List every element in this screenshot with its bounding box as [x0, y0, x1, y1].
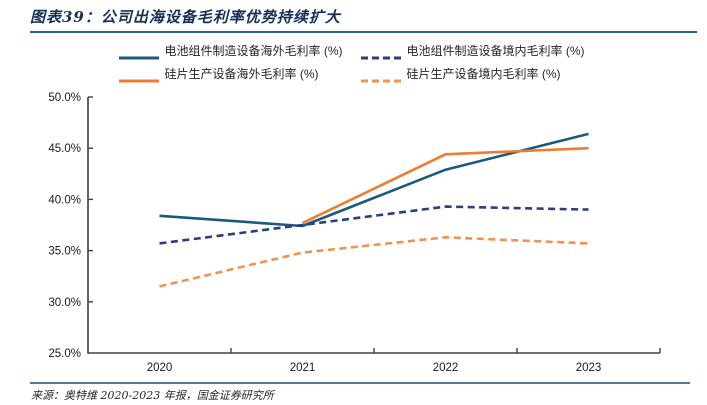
- legend-label: 电池组件制造设备海外毛利率 (%): [164, 44, 343, 58]
- chart-legend: 电池组件制造设备海外毛利率 (%) 电池组件制造设备境内毛利率 (%) 硅片生产…: [0, 42, 707, 82]
- legend-item-battery-domestic: 电池组件制造设备境内毛利率 (%): [360, 42, 589, 59]
- line-swatch-solid-orange-icon: [118, 72, 159, 82]
- svg-text:50.0%: 50.0%: [48, 92, 81, 104]
- legend-label: 硅片生产设备境内毛利率 (%): [406, 67, 561, 81]
- legend-item-wafer-domestic: 硅片生产设备境内毛利率 (%): [360, 65, 589, 82]
- line-swatch-solid-blue-icon: [118, 49, 159, 59]
- svg-text:30.0%: 30.0%: [48, 297, 81, 309]
- line-swatch-dashed-orange-icon: [360, 72, 401, 82]
- figure-title: 图表39：公司出海设备毛利率优势持续扩大: [30, 8, 341, 26]
- title-underline: [30, 31, 697, 33]
- source-note: 来源：奥特维 2020-2023 年报，国金证券研究所: [31, 389, 274, 402]
- footer-divider: [30, 382, 690, 384]
- svg-text:45.0%: 45.0%: [48, 143, 81, 155]
- line-chart: 25.0% 30.0% 35.0% 40.0% 45.0% 50.0% 2020 2021 20…: [48, 92, 661, 374]
- line-swatch-dashed-navy-icon: [360, 49, 401, 59]
- legend-label: 电池组件制造设备境内毛利率 (%): [406, 44, 585, 58]
- svg-text:2023: 2023: [576, 362, 602, 374]
- svg-text:40.0%: 40.0%: [48, 194, 81, 206]
- legend-item-wafer-overseas: 硅片生产设备海外毛利率 (%): [118, 65, 347, 82]
- svg-text:25.0%: 25.0%: [48, 348, 81, 360]
- legend-label: 硅片生产设备海外毛利率 (%): [164, 67, 319, 81]
- svg-text:2021: 2021: [290, 362, 316, 374]
- svg-text:35.0%: 35.0%: [48, 246, 81, 258]
- svg-text:2022: 2022: [433, 362, 459, 374]
- legend-item-battery-overseas: 电池组件制造设备海外毛利率 (%): [118, 42, 347, 59]
- svg-text:2020: 2020: [147, 362, 173, 374]
